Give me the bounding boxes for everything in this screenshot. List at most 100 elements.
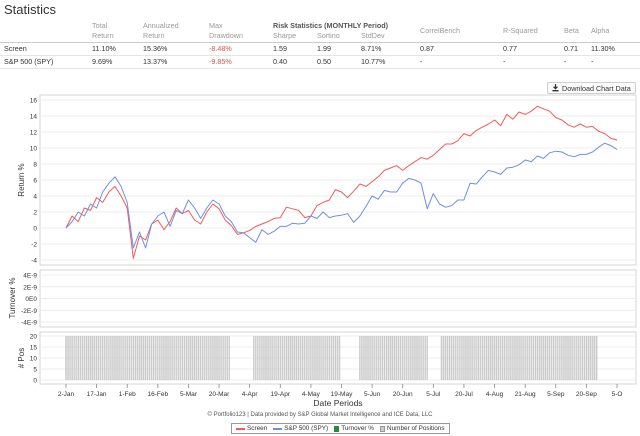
table-cell: - [587, 55, 640, 69]
position-bar [514, 335, 516, 381]
position-bar [222, 335, 224, 381]
position-bar [577, 335, 579, 381]
position-bar [502, 335, 504, 381]
position-bar [567, 335, 569, 381]
position-bar [448, 335, 451, 381]
position-bar [504, 335, 506, 381]
legend-item-turnover[interactable]: Turnover % [334, 425, 374, 432]
position-bar [497, 335, 500, 381]
position-bar [91, 335, 94, 381]
positions-axis-label: # Pos [17, 348, 26, 368]
header-cell: Total [92, 21, 108, 30]
table-group-header-row: Total Annualized Max Risk Statistics (MO… [0, 18, 640, 43]
legend-item-positions[interactable]: Number of Positions [379, 425, 445, 432]
position-bar [534, 335, 537, 381]
position-bar [126, 335, 128, 381]
position-bar [95, 335, 98, 381]
position-bar [302, 335, 304, 381]
table-cell: - [499, 55, 561, 69]
position-bar [544, 335, 547, 381]
y-tick-label: 20 [30, 334, 38, 341]
position-bar [289, 335, 292, 381]
table-cell: 1.99 [313, 41, 357, 56]
position-bar [271, 335, 273, 381]
turnover-axis-label: Turnover % [8, 277, 17, 318]
position-bar [334, 335, 337, 381]
table-cell: 0.87 [416, 41, 500, 56]
position-bar [159, 335, 161, 381]
position-bar [253, 335, 255, 381]
position-bar [467, 335, 469, 381]
turnover-chart-panel: 4E-9 2E-9 0E0 -2E-9 -4E-9 Turnover % [8, 269, 637, 328]
position-bar [361, 335, 363, 381]
position-bar [110, 335, 112, 381]
position-bar [144, 335, 147, 381]
position-bar [210, 335, 212, 381]
y-tick-label: 4E-9 [23, 273, 37, 280]
position-bar [65, 335, 67, 381]
legend-swatch [334, 425, 340, 432]
y-tick-label: 2 [33, 210, 37, 217]
screen-series-line [65, 105, 618, 259]
table-cell: - [416, 55, 500, 69]
position-bar [130, 335, 132, 381]
x-tick-label: 21-Aug [515, 391, 536, 398]
position-bar [530, 335, 532, 381]
position-bar [585, 335, 588, 381]
position-bar [316, 335, 318, 381]
position-bar [112, 335, 114, 381]
legend-label: Number of Positions [386, 425, 445, 432]
position-bar [410, 335, 412, 381]
position-bar [277, 335, 279, 381]
position-bar [483, 335, 486, 381]
position-bar [491, 335, 494, 381]
position-bar [365, 335, 367, 381]
position-bar [563, 335, 565, 381]
position-bar [373, 335, 375, 381]
position-bar [114, 335, 116, 381]
position-bar [338, 335, 341, 381]
position-bar [551, 335, 553, 381]
position-bar [595, 335, 598, 381]
table-cell: Screen [0, 41, 88, 56]
position-bar [275, 335, 277, 381]
x-tick-label: 1-Feb [119, 391, 136, 398]
x-tick-label: 5-Jun [364, 391, 381, 398]
page-title: Statistics [4, 2, 57, 17]
position-bar [528, 335, 530, 381]
position-bar [330, 335, 332, 381]
position-bar [75, 335, 77, 381]
position-bar [522, 335, 524, 381]
position-bar [455, 335, 457, 381]
position-bar [393, 335, 396, 381]
position-bar [71, 335, 73, 381]
table-cell: 0.40 [269, 55, 313, 69]
position-bar [197, 335, 200, 381]
position-bar [304, 335, 306, 381]
position-bar [451, 335, 453, 381]
legend-item-spy[interactable]: S&P 500 (SPY) [273, 425, 328, 432]
position-bar [583, 335, 586, 381]
position-bar [165, 335, 167, 381]
legend-item-screen[interactable]: Screen [236, 425, 267, 432]
position-bar [163, 335, 165, 381]
position-bar [104, 335, 106, 381]
position-bar [565, 335, 567, 381]
position-bar [85, 335, 88, 381]
position-bar [181, 335, 183, 381]
position-bar [295, 335, 298, 381]
position-bar [553, 335, 555, 381]
position-bar [516, 335, 518, 381]
position-bar [587, 335, 590, 381]
y-tick-label: 15 [30, 345, 38, 352]
position-bar [485, 335, 488, 381]
download-chart-data-button[interactable]: Download Chart Data [547, 82, 636, 94]
position-bar [512, 335, 514, 381]
position-bar [420, 335, 422, 381]
table-cell: 0.71 [560, 41, 588, 56]
spy-series-line [65, 142, 618, 249]
position-bar [263, 335, 265, 381]
download-icon [552, 84, 559, 92]
position-bar [208, 335, 210, 381]
position-bar [267, 335, 269, 381]
